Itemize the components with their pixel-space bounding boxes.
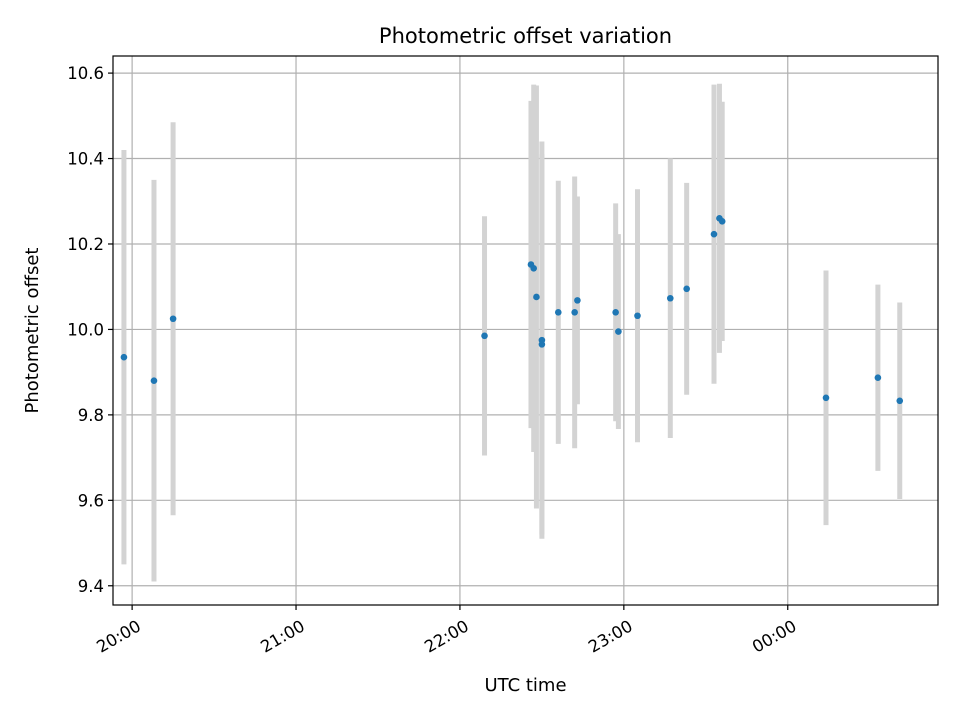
x-axis-label: UTC time: [484, 675, 566, 696]
data-point: [150, 377, 158, 385]
y-tick-label: 10.6: [67, 64, 104, 83]
y-tick-label: 9.4: [78, 577, 104, 596]
data-point: [571, 309, 578, 316]
axis-ticks: 9.4 9.6 9.8 10.0 10.2 10.4 10.6 20:00 21:00 22:00…: [67, 64, 800, 657]
x-tick-label: 23:00: [585, 616, 636, 656]
data-point: [530, 265, 537, 272]
chart-title: Photometric offset variation: [379, 24, 672, 48]
plot-frame: [112, 55, 939, 606]
data-points: [120, 215, 904, 405]
y-tick-label: 9.8: [78, 406, 104, 425]
y-axis-label: Photometric offset: [22, 248, 43, 414]
data-point: [554, 309, 562, 316]
data-point: [896, 397, 904, 405]
y-tick-label: 9.6: [78, 491, 104, 510]
x-tick-label: 22:00: [421, 616, 472, 656]
data-point: [683, 285, 690, 293]
data-point: [666, 294, 674, 302]
data-point: [710, 230, 718, 238]
x-tick-label: 21:00: [257, 616, 308, 656]
x-tick-label: 00:00: [749, 616, 800, 656]
x-tick-label: 20:00: [93, 616, 144, 656]
data-point: [169, 315, 177, 323]
data-point: [533, 293, 540, 301]
grid: [113, 56, 938, 605]
data-point: [120, 353, 128, 361]
data-point: [538, 341, 546, 348]
data-point: [874, 374, 882, 382]
data-point: [574, 297, 581, 304]
y-tick-label: 10.4: [67, 150, 104, 169]
data-point: [634, 312, 641, 320]
data-point: [822, 394, 830, 402]
data-point: [481, 332, 488, 340]
y-tick-label: 10.2: [67, 235, 104, 254]
data-point: [612, 309, 619, 316]
data-point: [615, 328, 622, 335]
data-point: [718, 218, 726, 225]
y-tick-label: 10.0: [67, 320, 104, 339]
